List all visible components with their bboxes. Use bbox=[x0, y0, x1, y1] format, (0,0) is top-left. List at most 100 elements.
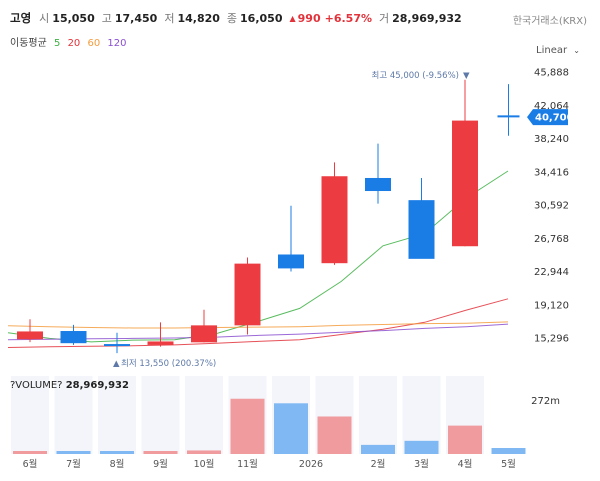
candle-body bbox=[234, 263, 261, 326]
time-axis: 6월 7월 8월 9월 10월 11월 2026 2월 3월 4월 5월 bbox=[23, 458, 516, 470]
volume-bar bbox=[317, 416, 352, 454]
candle bbox=[147, 322, 174, 347]
candle-body bbox=[408, 200, 435, 259]
close-label: 종 bbox=[226, 12, 238, 25]
time-tick-label: 4월 bbox=[458, 458, 473, 470]
price-tick-label: 30,592 bbox=[534, 201, 569, 212]
volume-column bbox=[228, 376, 267, 454]
low-label: 저 bbox=[164, 12, 175, 25]
volume-bar bbox=[230, 398, 265, 454]
annotations: 최고 45,000 (-9.56%) ▼ ▲ 최저 13,550 (200.37%) bbox=[113, 70, 470, 369]
volume-column-bg bbox=[54, 376, 93, 454]
price-summary: 고영 시 15,050 고 17,450 저 14,820 종 16,050 ▲… bbox=[10, 9, 469, 27]
time-tick-label: 5월 bbox=[501, 458, 516, 470]
candle-body bbox=[104, 344, 130, 347]
volume-column bbox=[54, 376, 93, 454]
volume-column bbox=[315, 376, 354, 454]
ma-120-label: 120 bbox=[107, 38, 127, 49]
candle bbox=[278, 205, 304, 272]
scale-toggle-button[interactable]: Linear ⌄ bbox=[536, 45, 580, 56]
volume-bar bbox=[404, 440, 439, 454]
change-value: 990 bbox=[297, 11, 321, 25]
volume-column bbox=[359, 376, 397, 454]
current-price-tag bbox=[527, 109, 568, 126]
volume-value: 28,969,932 bbox=[392, 11, 462, 25]
volume-column-bg bbox=[141, 376, 180, 454]
volume-panel-title: ?VOLUME? 28,969,932 bbox=[10, 380, 129, 391]
volume-column bbox=[185, 376, 223, 454]
volume-bar bbox=[187, 450, 221, 454]
volume-column bbox=[11, 376, 49, 454]
volume-column-bg bbox=[11, 376, 49, 454]
ma-20-line bbox=[7, 298, 509, 348]
volume-title-label: ?VOLUME? bbox=[10, 380, 63, 391]
candle-body bbox=[17, 331, 43, 340]
volume-bar bbox=[13, 451, 47, 454]
open-value: 15,050 bbox=[52, 11, 95, 25]
ma-60-label: 60 bbox=[87, 38, 101, 49]
volume-bar bbox=[491, 448, 526, 454]
down-arrow-icon: ▼ bbox=[463, 71, 470, 81]
candle bbox=[497, 84, 520, 136]
volume-bar bbox=[100, 451, 134, 454]
low-value: 14,820 bbox=[177, 11, 220, 25]
candle-body bbox=[321, 176, 348, 264]
candle bbox=[191, 309, 217, 343]
volume-scale-label: 272m bbox=[531, 396, 560, 407]
candle bbox=[17, 319, 43, 343]
candle bbox=[452, 79, 478, 247]
time-tick-label: 3월 bbox=[414, 458, 429, 470]
up-arrow-icon: ▲ bbox=[113, 359, 120, 369]
volume-column bbox=[98, 376, 136, 454]
volume-title-value: 28,969,932 bbox=[65, 380, 129, 391]
volume-bar bbox=[361, 444, 395, 454]
candle-body bbox=[278, 254, 304, 269]
volume-bars bbox=[11, 376, 526, 454]
stock-name: 고영 bbox=[10, 11, 32, 25]
time-tick-label: 8월 bbox=[110, 458, 125, 470]
candle bbox=[104, 332, 130, 354]
candle bbox=[234, 257, 261, 335]
price-tick-label: 19,120 bbox=[534, 300, 569, 311]
chevron-down-icon: ⌄ bbox=[573, 46, 580, 55]
volume-column bbox=[272, 376, 310, 454]
low-annotation: 최저 13,550 (200.37%) bbox=[121, 358, 216, 369]
candles bbox=[17, 79, 520, 354]
volume-column bbox=[402, 376, 441, 454]
change-percent: +6.57% bbox=[324, 11, 372, 25]
time-tick-label: 6월 bbox=[23, 458, 38, 470]
moving-average-legend[interactable]: 이동평균 5 20 60 120 bbox=[10, 34, 131, 49]
volume-label: 거 bbox=[379, 12, 390, 25]
scale-toggle-label: Linear bbox=[536, 45, 568, 56]
price-tick-label: 45,888 bbox=[534, 68, 569, 79]
volume-bar bbox=[143, 451, 178, 454]
ma-60-line bbox=[7, 321, 509, 329]
candle bbox=[321, 162, 348, 265]
volume-bar bbox=[274, 403, 308, 454]
candle-body bbox=[147, 341, 174, 345]
ma-legend-title: 이동평균 bbox=[10, 38, 47, 49]
time-tick-label: 10월 bbox=[194, 458, 215, 470]
change-arrow-icon: ▲ bbox=[289, 13, 296, 23]
candle-body bbox=[452, 120, 478, 247]
time-tick-label: 11월 bbox=[237, 458, 258, 470]
candle-body bbox=[497, 115, 520, 118]
current-price-label: 40,700 bbox=[535, 113, 574, 124]
candle-body bbox=[365, 177, 391, 192]
price-tick-label: 42,064 bbox=[534, 101, 569, 112]
candle bbox=[408, 177, 435, 259]
candle bbox=[365, 143, 391, 204]
candle-body bbox=[191, 325, 217, 343]
high-label: 고 bbox=[101, 12, 112, 25]
ma-120-line bbox=[7, 323, 509, 341]
volume-column bbox=[141, 376, 180, 454]
volume-column-bg bbox=[359, 376, 397, 454]
candle bbox=[60, 324, 87, 345]
volume-column bbox=[446, 376, 484, 454]
high-value: 17,450 bbox=[114, 11, 158, 25]
time-tick-label: 2월 bbox=[371, 458, 386, 470]
price-tick-label: 38,240 bbox=[534, 134, 569, 145]
high-annotation: 최고 45,000 (-9.56%) bbox=[372, 70, 460, 81]
close-value: 16,050 bbox=[240, 11, 283, 25]
